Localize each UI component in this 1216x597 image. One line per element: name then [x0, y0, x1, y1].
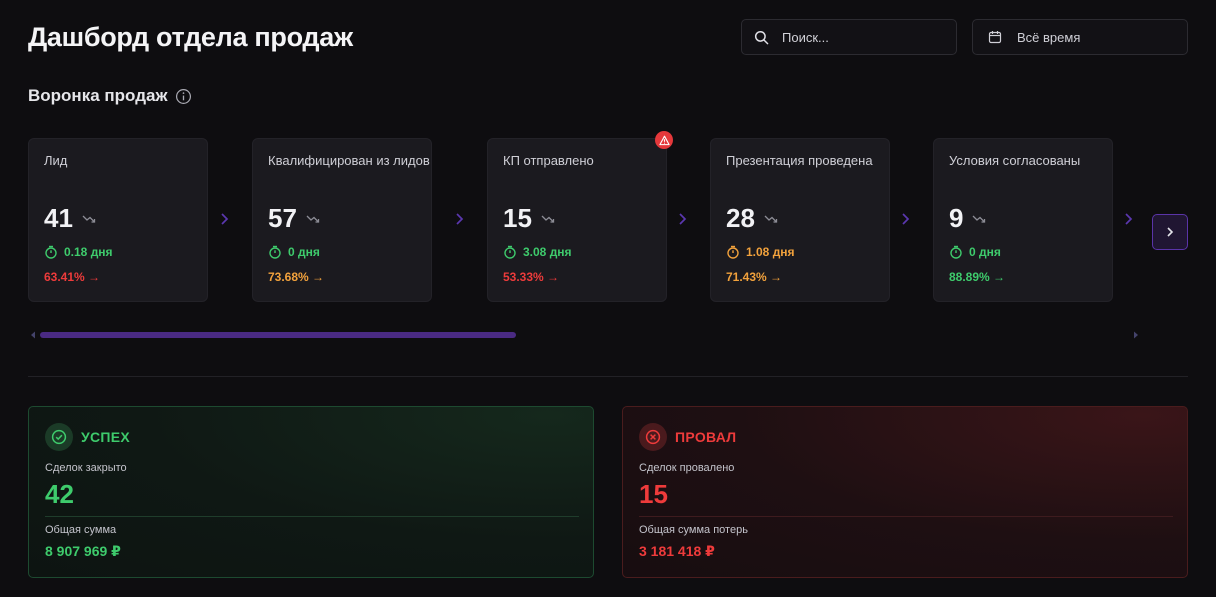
trend-down-icon	[541, 215, 555, 223]
search-input[interactable]	[782, 29, 942, 45]
funnel-stage-card[interactable]: Лид 41 0.18 дня 63.41% →	[28, 138, 208, 302]
stage-time: 0 дня	[949, 245, 1001, 259]
trend-down-icon	[764, 215, 778, 223]
warning-icon	[658, 135, 670, 145]
failure-icon-wrap	[639, 423, 667, 451]
chevron-right-icon	[1167, 227, 1174, 237]
x-circle-icon	[645, 429, 661, 445]
stage-count-value: 57	[268, 203, 297, 233]
stage-time-value: 0.18 дня	[64, 245, 113, 259]
check-circle-icon	[51, 429, 67, 445]
trend-down-icon	[82, 215, 96, 223]
scroll-left-arrow[interactable]	[30, 331, 36, 339]
stage-time: 1.08 дня	[726, 245, 795, 259]
chevron-right-icon	[679, 213, 687, 225]
card-divider	[639, 516, 1173, 517]
total-loss-label: Общая сумма потерь	[639, 524, 748, 536]
stage-name: Лид	[44, 153, 68, 168]
stage-conversion: 88.89% →	[949, 270, 1006, 284]
stage-count: 9	[949, 203, 986, 234]
timer-icon	[950, 245, 962, 259]
success-card: УСПЕХ Сделок закрыто 42 Общая сумма 8 90…	[28, 406, 594, 578]
success-title: УСПЕХ	[81, 429, 131, 445]
stage-name: Презентация проведена	[726, 153, 873, 168]
stage-conversion: 73.68% →	[268, 270, 325, 284]
chevron-right-icon	[902, 213, 910, 225]
timer-icon	[727, 245, 739, 259]
page-title: Дашборд отдела продаж	[28, 22, 353, 52]
stage-time: 0.18 дня	[44, 245, 113, 259]
stage-time-value: 0 дня	[288, 245, 320, 259]
failure-card: ПРОВАЛ Сделок провалено 15 Общая сумма п…	[622, 406, 1188, 578]
stage-name: КП отправлено	[503, 153, 594, 168]
period-label: Всё время	[1017, 29, 1081, 45]
stage-name: Условия согласованы	[949, 153, 1081, 168]
stage-count: 28	[726, 203, 778, 234]
timer-icon	[269, 245, 281, 259]
chevron-right-icon	[221, 213, 229, 225]
funnel-stage-card[interactable]: Условия согласованы 9 0 дня 88.89% →	[933, 138, 1113, 302]
stage-time: 0 дня	[268, 245, 320, 259]
stage-conversion: 53.33% →	[503, 270, 560, 284]
scroll-right-arrow[interactable]	[1133, 331, 1139, 339]
funnel-header: Воронка продаж	[28, 86, 192, 106]
timer-icon	[504, 245, 516, 259]
success-header: УСПЕХ	[45, 423, 130, 451]
trend-down-icon	[973, 215, 986, 223]
total-sum-value: 8 907 969 ₽	[45, 543, 121, 559]
stage-count-value: 9	[949, 203, 964, 233]
search-box[interactable]	[741, 19, 957, 55]
chevron-right-icon	[456, 213, 464, 225]
chevron-right-icon	[1125, 213, 1133, 225]
section-divider	[28, 376, 1188, 377]
funnel-stage-card[interactable]: КП отправлено 15 3.08 дня 53.33% →	[487, 138, 667, 302]
stage-time-value: 3.08 дня	[523, 245, 572, 259]
period-select[interactable]: Всё время	[972, 19, 1188, 55]
timer-icon	[45, 245, 57, 259]
stage-count: 57	[268, 203, 320, 234]
closed-deals-label: Сделок закрыто	[45, 462, 127, 474]
failure-header: ПРОВАЛ	[639, 423, 736, 451]
info-icon[interactable]	[175, 88, 192, 105]
calendar-icon	[988, 31, 1002, 44]
stage-count-value: 41	[44, 203, 73, 233]
total-loss-value: 3 181 418 ₽	[639, 543, 715, 559]
lost-deals-value: 15	[639, 479, 668, 509]
closed-deals-value: 42	[45, 479, 74, 509]
funnel-title: Воронка продаж	[28, 86, 168, 105]
trend-down-icon	[306, 215, 320, 223]
stage-count-value: 28	[726, 203, 755, 233]
lost-deals-label: Сделок провалено	[639, 462, 735, 474]
funnel-next-button[interactable]	[1152, 214, 1188, 250]
stage-name: Квалифицирован из лидов	[268, 153, 430, 168]
total-sum-label: Общая сумма	[45, 524, 117, 536]
stage-time: 3.08 дня	[503, 245, 572, 259]
funnel-stage-card[interactable]: Презентация проведена 28 1.08 дня 71.43%…	[710, 138, 890, 302]
failure-title: ПРОВАЛ	[675, 429, 737, 445]
stage-conversion: 71.43% →	[726, 270, 783, 284]
success-icon-wrap	[45, 423, 73, 451]
stage-alert-badge[interactable]	[655, 131, 673, 149]
card-divider	[45, 516, 579, 517]
stage-time-value: 1.08 дня	[746, 245, 795, 259]
funnel-stage-card[interactable]: Квалифицирован из лидов 57 0 дня 73.68% …	[252, 138, 432, 302]
stage-count-value: 15	[503, 203, 532, 233]
search-icon	[754, 30, 769, 44]
scrollbar-thumb[interactable]	[40, 332, 516, 338]
stage-count: 15	[503, 203, 555, 234]
stage-count: 41	[44, 203, 96, 234]
stage-time-value: 0 дня	[969, 245, 1001, 259]
stage-conversion: 63.41% →	[44, 270, 101, 284]
